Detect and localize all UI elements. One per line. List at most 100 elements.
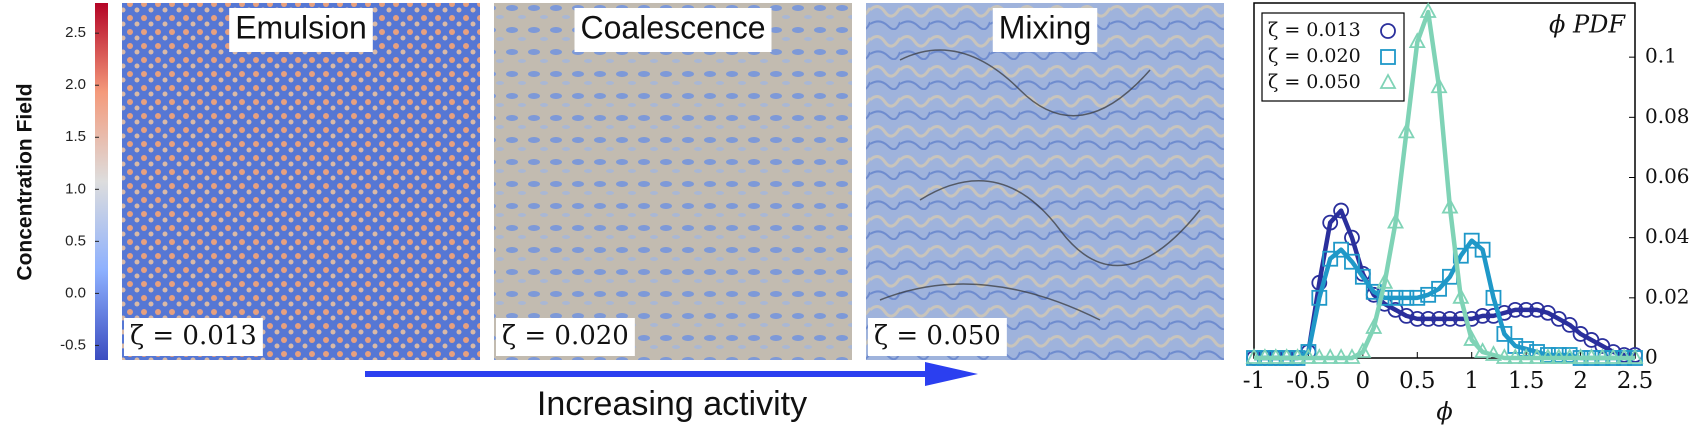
legend-label: ζ = 0.020 — [1268, 45, 1361, 67]
y-tick-label: 0.02 — [1645, 284, 1690, 308]
marker — [1507, 338, 1524, 354]
panel-title-box — [574, 8, 772, 52]
marker — [1267, 348, 1285, 364]
marker — [1321, 348, 1339, 364]
marker — [1561, 317, 1578, 333]
marker — [1626, 348, 1644, 364]
x-tick-label: 1.5 — [1508, 368, 1545, 394]
marker — [1408, 32, 1426, 49]
panel-label: ζ = 0.020 — [502, 321, 629, 351]
marker — [1299, 348, 1317, 364]
marker — [1518, 301, 1535, 318]
marker — [1311, 289, 1328, 306]
x-tick-label: 0 — [1356, 368, 1371, 394]
colorbar-tick-label: 2.0 — [65, 76, 86, 93]
marker — [1387, 289, 1404, 306]
marker — [1376, 272, 1394, 289]
marker — [1344, 229, 1360, 246]
panel-title: Coalescence — [581, 9, 766, 45]
marker — [1463, 232, 1480, 249]
marker — [1539, 348, 1557, 364]
marker — [1452, 287, 1470, 304]
colorbar-tick-label: -0.5 — [60, 336, 86, 353]
marker — [1540, 347, 1556, 363]
marker — [1593, 348, 1611, 364]
marker — [1397, 122, 1415, 139]
panel-label-box — [868, 318, 1007, 356]
chart-title: ϕ PDF — [1549, 11, 1626, 39]
marker — [1245, 348, 1263, 364]
x-tick-label: 2 — [1573, 368, 1588, 394]
panel-label: ζ = 0.050 — [874, 321, 1001, 351]
marker — [1474, 342, 1492, 358]
marker — [1278, 348, 1296, 364]
y-tick-label: 0.06 — [1645, 164, 1690, 188]
y-tick-label: 0.1 — [1645, 44, 1677, 68]
series-line — [1254, 208, 1635, 361]
marker — [1604, 348, 1622, 364]
legend-label: ζ = 0.013 — [1268, 19, 1361, 41]
marker — [1582, 348, 1600, 364]
emulsion-image — [122, 3, 480, 360]
arrow-label: Increasing activity — [537, 385, 807, 423]
colorbar-tick-label: 2.5 — [65, 24, 86, 41]
panel-title-box — [229, 8, 373, 52]
marker — [1561, 348, 1579, 364]
legend-label: ζ = 0.050 — [1268, 71, 1361, 93]
marker — [1496, 326, 1513, 342]
marker — [1398, 307, 1415, 324]
marker — [1365, 318, 1383, 334]
marker — [1256, 348, 1274, 364]
marker — [1380, 49, 1396, 65]
panels — [122, 3, 1224, 360]
marker — [1550, 347, 1567, 363]
x-tick-label: 0.5 — [1399, 368, 1436, 394]
marker — [1615, 348, 1633, 364]
marker — [1517, 348, 1535, 364]
marker — [1398, 289, 1415, 306]
marker — [1289, 348, 1307, 364]
marker — [1430, 77, 1448, 94]
plot-frame — [1253, 2, 1636, 359]
x-tick-label: -0.5 — [1286, 368, 1330, 394]
marker — [1431, 310, 1447, 327]
marker — [1409, 289, 1426, 306]
x-tick-label: 2.5 — [1617, 368, 1654, 394]
x-tick-label: -1 — [1243, 368, 1265, 394]
marker — [1441, 197, 1459, 214]
marker — [1442, 310, 1458, 327]
marker — [1561, 347, 1578, 363]
mixing-image — [866, 3, 1224, 360]
panel-title: Mixing — [999, 9, 1091, 45]
panel-label: ζ = 0.013 — [130, 321, 257, 351]
marker — [1495, 348, 1513, 364]
marker — [1344, 253, 1360, 270]
colorbar-tick-label: 0.0 — [65, 284, 86, 301]
panel-title-box — [992, 8, 1098, 52]
marker — [1431, 280, 1447, 297]
marker — [1333, 241, 1349, 258]
marker — [1322, 250, 1339, 267]
marker — [1380, 23, 1396, 39]
y-tick-label: 0.08 — [1645, 104, 1690, 128]
y-tick-label: 0.04 — [1645, 224, 1690, 248]
panel-title: Emulsion — [235, 9, 367, 45]
marker — [1322, 214, 1339, 231]
marker — [1506, 348, 1524, 364]
colorbar-tick-label: 1.5 — [65, 128, 86, 145]
marker — [1463, 330, 1481, 346]
marker — [1528, 348, 1546, 364]
colorbar-tick-label: 0.5 — [65, 232, 86, 249]
colorbar-tick-label: 1.0 — [65, 180, 86, 197]
marker — [1310, 348, 1328, 364]
y-tick-label: 0 — [1645, 345, 1658, 369]
series-line — [1254, 238, 1635, 361]
marker — [1420, 286, 1437, 303]
marker — [1354, 342, 1372, 358]
marker — [1409, 310, 1426, 327]
marker — [1484, 345, 1502, 361]
marker — [1485, 289, 1502, 306]
marker — [1507, 301, 1524, 318]
coalescence-image — [494, 3, 852, 360]
